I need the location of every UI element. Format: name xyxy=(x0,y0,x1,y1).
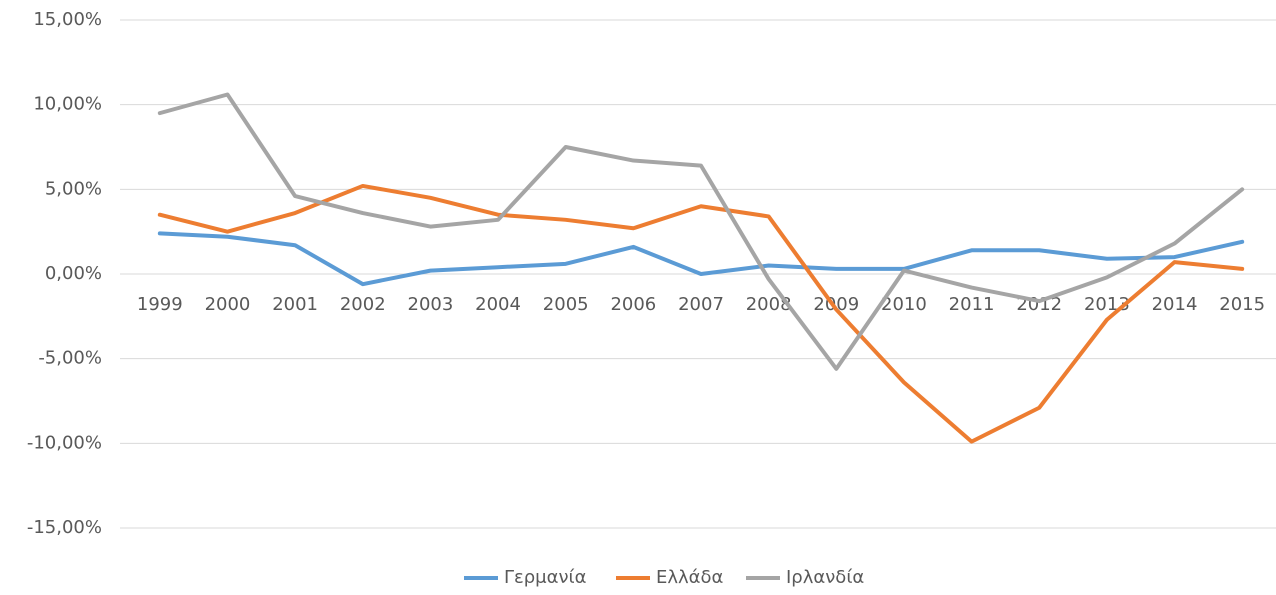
y-tick-label: 15,00% xyxy=(33,9,102,30)
x-tick-label: 2009 xyxy=(813,294,859,315)
x-tick-label: 2007 xyxy=(678,294,724,315)
y-tick-label: 0,00% xyxy=(45,263,102,284)
y-tick-label: 5,00% xyxy=(45,178,102,199)
x-tick-label: 2010 xyxy=(881,294,927,315)
x-tick-label: 1999 xyxy=(137,294,183,315)
x-tick-label: 2004 xyxy=(475,294,521,315)
x-tick-label: 2015 xyxy=(1219,294,1265,315)
x-tick-label: 2006 xyxy=(610,294,656,315)
x-tick-label: 2011 xyxy=(949,294,995,315)
y-tick-label: 10,00% xyxy=(33,94,102,115)
x-tick-label: 2002 xyxy=(340,294,386,315)
y-tick-label: -5,00% xyxy=(38,348,102,369)
x-tick-label: 2001 xyxy=(272,294,318,315)
x-tick-label: 2014 xyxy=(1152,294,1198,315)
legend-label: Ιρλανδία xyxy=(786,567,864,588)
legend-label: Γερμανία xyxy=(504,567,587,588)
series-line xyxy=(157,92,1245,371)
series-line xyxy=(157,231,1245,287)
y-tick-label: -15,00% xyxy=(27,517,102,538)
legend-label: Ελλάδα xyxy=(656,567,723,588)
series-line xyxy=(157,183,1245,444)
x-tick-label: 2000 xyxy=(205,294,251,315)
x-tick-label: 2008 xyxy=(746,294,792,315)
x-tick-label: 2005 xyxy=(543,294,589,315)
y-tick-label: -10,00% xyxy=(27,432,102,453)
x-tick-label: 2003 xyxy=(408,294,454,315)
